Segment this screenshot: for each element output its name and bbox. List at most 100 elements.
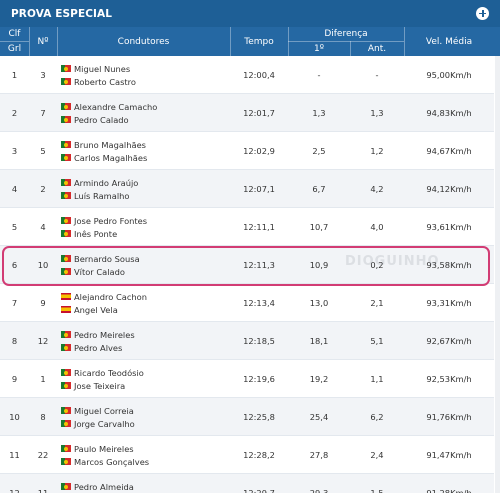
portugal-flag-icon (61, 179, 71, 186)
table-row[interactable]: 9 1 12:19,6 19,2 1,1 92,53Km/h Ricardo Teodósi… (0, 360, 494, 398)
avg-speed-cell: 91,28Km/h (426, 488, 472, 493)
codriver-name[interactable]: Angel Vela (74, 304, 118, 315)
driver-name[interactable]: Pedro Almeida (74, 481, 134, 492)
driver-name[interactable]: Paulo Meireles (74, 443, 134, 454)
header-difference: Diferença (324, 29, 368, 39)
driver-name[interactable]: Miguel Nunes (74, 63, 131, 74)
car-number-cell: 7 (40, 108, 46, 118)
codriver-name[interactable]: Vítor Calado (74, 266, 125, 277)
codriver-name[interactable]: Marcos Gonçalves (74, 456, 150, 467)
portugal-flag-icon (61, 141, 71, 148)
diff-first-cell: 13,0 (309, 298, 329, 308)
time-cell: 12:19,6 (243, 374, 275, 384)
codriver-name-line: Jorge Carvalho (61, 418, 135, 429)
codriver-name-line: Roberto Castro (61, 76, 136, 87)
header-diff-first: 1º (314, 43, 324, 54)
diff-first-cell: 29,3 (309, 488, 329, 493)
avg-speed-cell: 94,83Km/h (426, 108, 472, 118)
codriver-name[interactable]: Jose Teixeira (74, 380, 126, 391)
driver-name[interactable]: Alejandro Cachon (74, 291, 147, 302)
car-number-cell: 10 (37, 260, 49, 270)
diff-first-cell: 2,5 (312, 146, 326, 156)
table-row[interactable]: 8 12 12:18,5 18,1 5,1 92,67Km/h Pedro Meireles… (0, 322, 494, 360)
drivers-cell: Jose Pedro Fontes Inês Ponte (61, 208, 229, 246)
codriver-name[interactable]: Luís Ramalho (74, 190, 130, 201)
position-cell: 3 (11, 146, 18, 156)
driver-name-line: Miguel Correia (61, 405, 134, 416)
codriver-name-line: Jose Teixeira (61, 380, 125, 391)
table-row[interactable]: 10 8 12:25,8 25,4 6,2 91,76Km/h Miguel Correia… (0, 398, 494, 436)
codriver-name-line: Angel Vela (61, 304, 118, 315)
drivers-cell: Ricardo Teodósio Jose Teixeira (61, 360, 229, 398)
diff-previous-cell: 4,0 (370, 222, 384, 232)
watermark: DIOGUINHO (345, 254, 440, 269)
codriver-name[interactable]: Carlos Magalhães (74, 152, 148, 163)
diff-first-cell: 10,9 (309, 260, 329, 270)
car-number-cell: 8 (40, 412, 46, 422)
position-cell: 11 (9, 450, 20, 460)
car-number-cell: 3 (40, 70, 46, 80)
codriver-name[interactable]: Pedro Calado (74, 114, 129, 125)
driver-name[interactable]: Pedro Meireles (74, 329, 135, 340)
driver-name[interactable]: Miguel Correia (74, 405, 134, 416)
time-cell: 12:13,4 (243, 298, 275, 308)
diff-previous-cell: 4,2 (370, 184, 384, 194)
drivers-cell: Alejandro Cachon Angel Vela (61, 284, 229, 322)
table-row[interactable]: 1 3 12:00,4 - - 95,00Km/h Miguel Nunes Roberto … (0, 56, 494, 94)
table-row[interactable]: 7 9 12:13,4 13,0 2,1 93,31Km/h Alejandro Cacho… (0, 284, 494, 322)
drivers-cell: Armindo Araújo Luís Ramalho (61, 170, 229, 208)
portugal-flag-icon (61, 268, 71, 275)
driver-name-line: Pedro Meireles (61, 329, 135, 340)
position-cell: 12 (9, 488, 20, 493)
time-cell: 12:18,5 (243, 336, 275, 346)
table-row[interactable]: 6 10 12:11,3 10,9 0,2 93,58Km/h Bernardo Sousa… (0, 246, 494, 284)
table-row[interactable]: 3 5 12:02,9 2,5 1,2 94,67Km/h Bruno Magalhães C… (0, 132, 494, 170)
codriver-name[interactable]: Inês Ponte (74, 228, 118, 239)
driver-name[interactable]: Bernardo Sousa (74, 253, 140, 264)
position-cell: 1 (11, 70, 18, 80)
expand-plus-icon[interactable] (476, 7, 489, 20)
scrollbar[interactable] (495, 56, 500, 493)
codriver-name[interactable]: Roberto Castro (74, 76, 136, 87)
codriver-name-line: Inês Ponte (61, 228, 117, 239)
portugal-flag-icon (61, 382, 71, 389)
time-cell: 12:25,8 (243, 412, 275, 422)
portugal-flag-icon (61, 230, 71, 237)
diff-first-cell: 19,2 (309, 374, 329, 384)
drivers-cell: Pedro Almeida (61, 474, 229, 493)
portugal-flag-icon (61, 331, 71, 338)
codriver-name-line: Vítor Calado (61, 266, 125, 277)
driver-name-line: Armindo Araújo (61, 177, 138, 188)
driver-name[interactable]: Armindo Araújo (74, 177, 139, 188)
portugal-flag-icon (61, 445, 71, 452)
drivers-cell: Miguel Correia Jorge Carvalho (61, 398, 229, 436)
diff-previous-cell: 1,2 (370, 146, 384, 156)
driver-name-line: Bruno Magalhães (61, 139, 146, 150)
car-number-cell: 1 (40, 374, 46, 384)
codriver-name[interactable]: Pedro Alves (74, 342, 123, 353)
codriver-name[interactable]: Jorge Carvalho (74, 418, 135, 429)
position-cell: 6 (11, 260, 18, 270)
spain-flag-icon (61, 293, 71, 300)
driver-name-line: Paulo Meireles (61, 443, 134, 454)
avg-speed-cell: 91,76Km/h (426, 412, 472, 422)
time-cell: 12:28,2 (243, 450, 275, 460)
table-row[interactable]: 11 22 12:28,2 27,8 2,4 91,47Km/h Paulo Meirele… (0, 436, 494, 474)
header-grl: Grl (7, 43, 22, 54)
table-row[interactable]: 5 4 12:11,1 10,7 4,0 93,61Km/h Jose Pedro Font… (0, 208, 494, 246)
driver-name[interactable]: Bruno Magalhães (74, 139, 147, 150)
table-row[interactable]: 12 11 12:29,7 29,3 1,5 91,28Km/h Pedro Almeida (0, 474, 494, 493)
diff-first-cell: 10,7 (309, 222, 329, 232)
avg-speed-cell: 93,58Km/h (426, 260, 472, 270)
codriver-name-line: Pedro Calado (61, 114, 129, 125)
table-row[interactable]: 4 2 12:07,1 6,7 4,2 94,12Km/h Armindo Araújo Lu… (0, 170, 494, 208)
driver-name[interactable]: Alexandre Camacho (74, 101, 158, 112)
time-cell: 12:29,7 (243, 488, 275, 493)
avg-speed-cell: 94,67Km/h (426, 146, 472, 156)
table-row[interactable]: 2 7 12:01,7 1,3 1,3 94,83Km/h Alexandre Camach… (0, 94, 494, 132)
time-cell: 12:11,3 (243, 260, 275, 270)
driver-name[interactable]: Jose Pedro Fontes (74, 215, 148, 226)
drivers-cell: Paulo Meireles Marcos Gonçalves (61, 436, 229, 474)
diff-previous-cell: 0,2 (370, 260, 384, 270)
driver-name[interactable]: Ricardo Teodósio (74, 367, 144, 378)
